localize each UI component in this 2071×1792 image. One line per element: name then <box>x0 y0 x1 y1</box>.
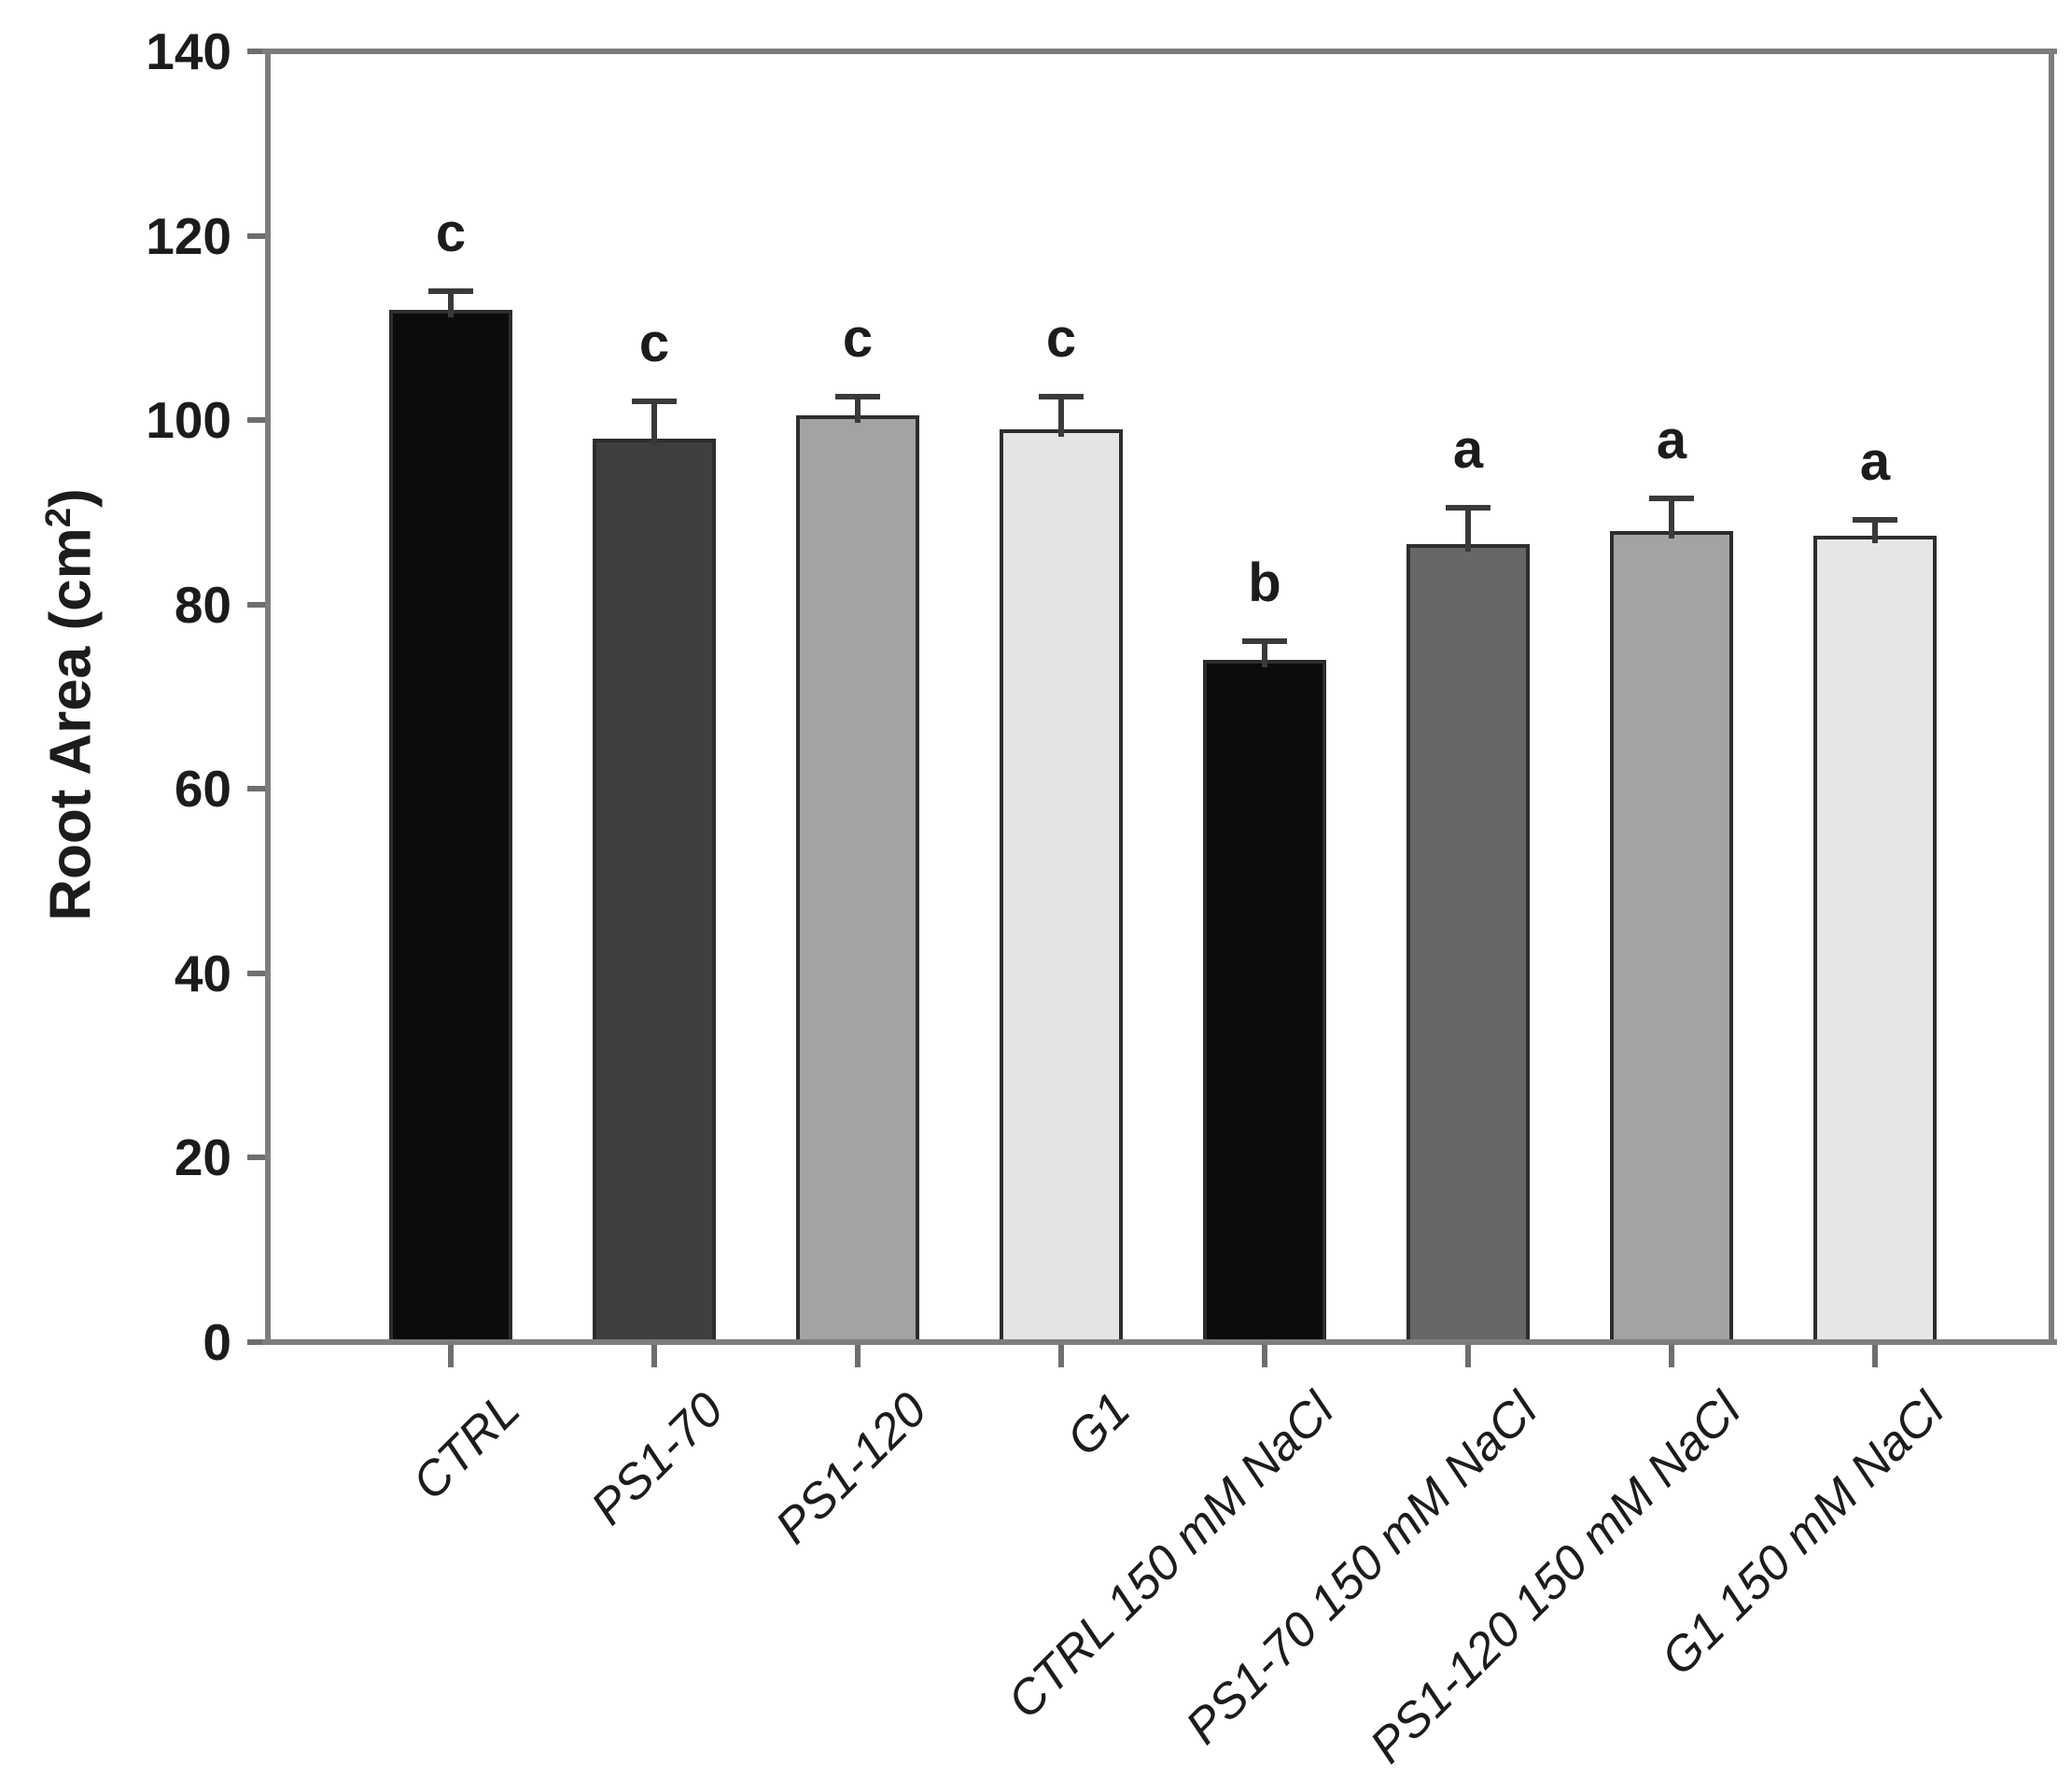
y-axis-title-superscript: 2 <box>38 507 78 528</box>
bar <box>1000 428 1123 1345</box>
x-tick-label: CTRL <box>402 1382 531 1511</box>
y-axis-tick <box>247 601 268 608</box>
error-bar-cap <box>1446 504 1490 511</box>
significance-letter: a <box>1859 430 1891 492</box>
significance-letter: c <box>435 202 467 263</box>
y-tick-label: 140 <box>146 21 231 80</box>
y-tick-label: 80 <box>174 575 231 634</box>
y-axis-tick <box>247 970 268 976</box>
y-axis-tick <box>247 1339 268 1345</box>
x-axis-tick <box>1058 1345 1064 1367</box>
error-bar-stem <box>651 401 657 446</box>
significance-letter: c <box>638 313 670 374</box>
y-axis-tick <box>247 786 268 792</box>
bar <box>796 415 919 1345</box>
x-axis-tick <box>855 1345 861 1367</box>
y-tick-label: 40 <box>174 944 231 1002</box>
significance-letter: a <box>1656 410 1687 471</box>
significance-letter: b <box>1248 553 1281 614</box>
error-bar-cap <box>428 287 473 294</box>
x-axis-tick <box>1262 1345 1267 1367</box>
bar <box>1610 530 1733 1345</box>
significance-letter: c <box>842 308 874 370</box>
y-axis-tick <box>247 417 268 424</box>
error-bar-cap <box>1242 638 1287 645</box>
y-axis-title-close: ) <box>38 488 104 508</box>
bar <box>1203 659 1326 1345</box>
bar <box>593 438 716 1345</box>
error-bar-cap <box>1853 516 1897 523</box>
y-axis-tick <box>247 232 268 239</box>
error-bar-stem <box>448 290 454 317</box>
y-tick-label: 0 <box>203 1313 231 1371</box>
y-tick-label: 60 <box>174 760 231 819</box>
x-axis-tick <box>448 1345 454 1367</box>
significance-letter: a <box>1452 418 1484 480</box>
x-axis-tick <box>1669 1345 1674 1367</box>
y-axis-tick <box>247 1155 268 1161</box>
bar <box>389 309 512 1345</box>
plot-frame-left <box>265 49 271 1345</box>
plot-frame-right <box>2049 49 2054 1345</box>
error-bar-cap <box>835 394 880 400</box>
error-bar-stem <box>1058 397 1064 437</box>
bar <box>1813 535 1937 1345</box>
y-tick-label: 20 <box>174 1128 231 1187</box>
error-bar-cap <box>1039 394 1084 400</box>
error-bar-stem <box>1669 498 1674 539</box>
y-tick-label: 120 <box>146 206 231 265</box>
x-axis-tick <box>1465 1345 1471 1367</box>
error-bar-stem <box>1262 641 1267 667</box>
error-bar-cap <box>632 399 677 405</box>
y-tick-label: 100 <box>146 391 231 450</box>
error-bar-stem <box>855 397 861 424</box>
y-axis-tick <box>247 48 268 54</box>
error-bar-stem <box>1872 519 1878 543</box>
plot-frame-top <box>262 49 2057 54</box>
plot-frame-bottom <box>262 1339 2057 1345</box>
error-bar-stem <box>1465 507 1471 553</box>
bar <box>1406 544 1530 1345</box>
significance-letter: c <box>1045 308 1077 370</box>
x-axis-tick <box>1872 1345 1878 1367</box>
x-axis-tick <box>651 1345 657 1367</box>
error-bar-cap <box>1649 496 1694 502</box>
